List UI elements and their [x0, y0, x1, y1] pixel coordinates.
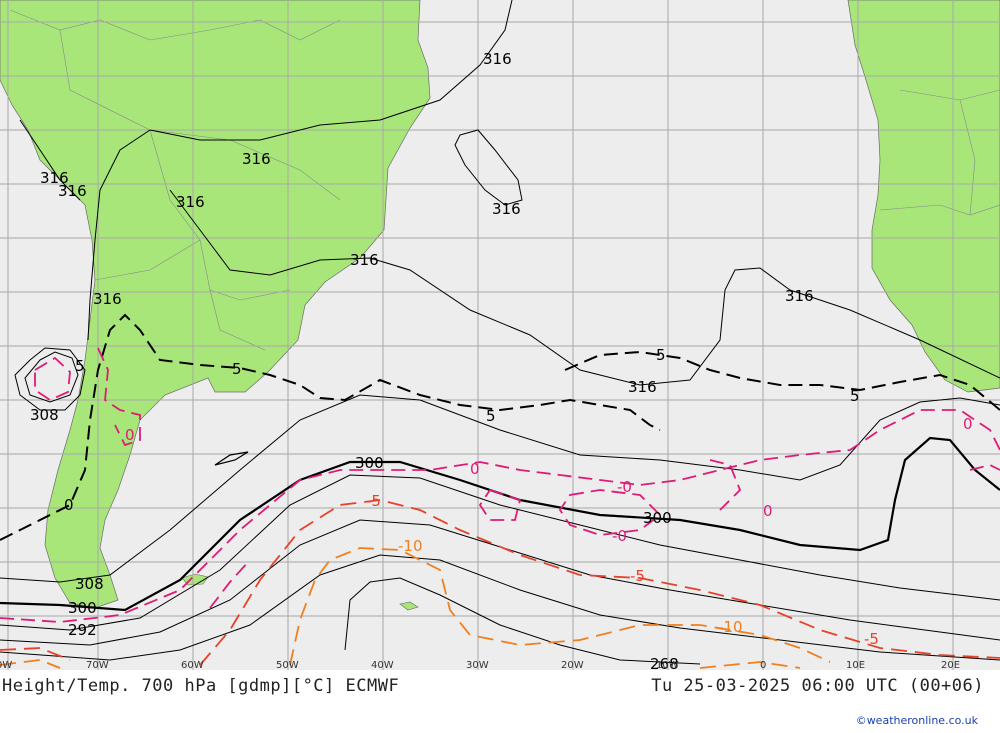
temp-label: 5: [850, 387, 860, 405]
height-label: 300: [643, 509, 672, 527]
height-label: 300: [355, 454, 384, 472]
temp-label: -0: [617, 478, 632, 496]
height-label: 316: [58, 182, 87, 200]
contour-labels: 316 316 316 316 316 316 316 316 316 316 …: [30, 50, 973, 670]
south-georgia: [399, 601, 419, 611]
longitude-tick: 10W: [656, 660, 679, 670]
south-america: [0, 0, 431, 609]
isotherm-minus10: [0, 547, 831, 669]
height-label: 292: [68, 621, 97, 639]
height-label: 316: [242, 150, 271, 168]
height-label: 316: [93, 290, 122, 308]
weather-map: 316 316 316 316 316 316 316 316 316 316 …: [0, 0, 1000, 670]
temp-label: 0: [470, 460, 480, 478]
longitude-tick: 50W: [276, 660, 299, 670]
temp-label: 5: [75, 357, 85, 375]
height-label: 300: [68, 599, 97, 617]
temp-label: 5: [232, 360, 242, 378]
temp-label: -10: [718, 618, 743, 636]
temp-label: 5: [486, 407, 496, 425]
longitude-tick: 60W: [181, 660, 204, 670]
chart-title: Height/Temp. 700 hPa [gdmp][°C] ECMWF: [2, 676, 400, 696]
height-label: 308: [30, 406, 59, 424]
longitude-tick: 20W: [561, 660, 584, 670]
temp-label: -5: [864, 630, 879, 648]
contour-300-bold: [0, 436, 1000, 612]
height-label: 268: [650, 655, 679, 670]
temp-label: 0: [64, 496, 74, 514]
height-label: 316: [350, 251, 379, 269]
longitude-tick: 30W: [466, 660, 489, 670]
longitude-tick: 40W: [371, 660, 394, 670]
valid-time: Tu 25-03-2025 06:00 UTC (00+06): [651, 676, 984, 696]
longitude-tick: 0W: [0, 660, 12, 670]
height-label: 316: [492, 200, 521, 218]
height-label: 316: [40, 169, 69, 187]
land-masses: [0, 0, 1000, 611]
height-label: 316: [785, 287, 814, 305]
longitude-tick: 0: [760, 660, 766, 670]
temp-label: -0: [612, 527, 627, 545]
height-label: 308: [75, 575, 104, 593]
longitude-tick: 20E: [941, 660, 960, 670]
temp-label: 0: [125, 426, 135, 444]
height-contours: [0, 0, 1000, 665]
temp-label: 5: [656, 346, 666, 364]
temp-label: -10: [398, 537, 423, 555]
height-label: 316: [176, 193, 205, 211]
height-label: 316: [628, 378, 657, 396]
longitude-tick: 10E: [846, 660, 865, 670]
isotherm-5: [0, 313, 1000, 541]
temp-label: 0: [963, 415, 973, 433]
credit-link[interactable]: ©weatheronline.co.uk: [855, 714, 978, 727]
temp-label: -5: [366, 492, 381, 510]
africa: [847, 0, 1000, 393]
contour-small-loop: [214, 451, 249, 466]
longitude-ticks: 0W 70W 60W 50W 40W 30W 20W 10W 0 10E 20E: [0, 660, 960, 670]
graticule: [0, 0, 1000, 670]
temp-label: 0: [763, 502, 773, 520]
temp-label: -5: [630, 567, 645, 585]
longitude-tick: 70W: [86, 660, 109, 670]
isotherm-minus5: [0, 499, 1000, 666]
height-label: 316: [483, 50, 512, 68]
isotherm-0: [0, 347, 1000, 623]
